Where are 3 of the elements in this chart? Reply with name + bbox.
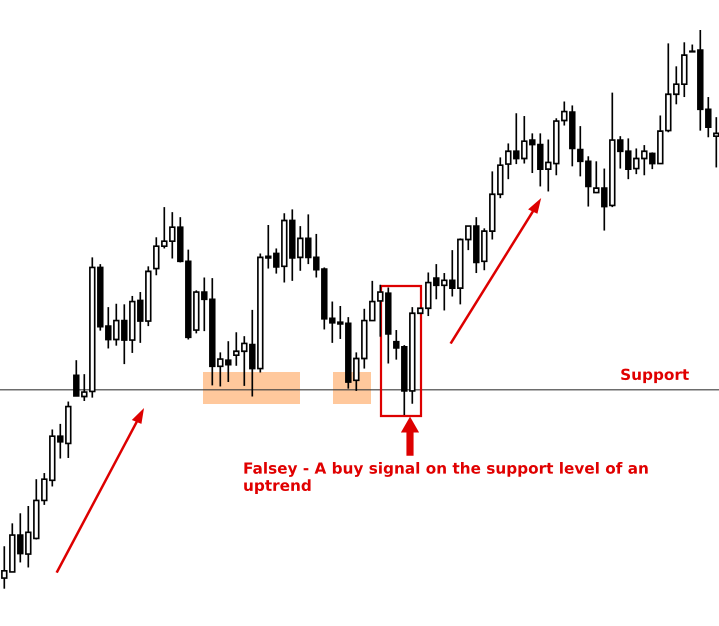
candlestick xyxy=(713,116,719,168)
ref-line-label: Support xyxy=(621,368,689,384)
annotation: Falsey - A buy signal on the support level of an uptrend xyxy=(244,462,648,494)
